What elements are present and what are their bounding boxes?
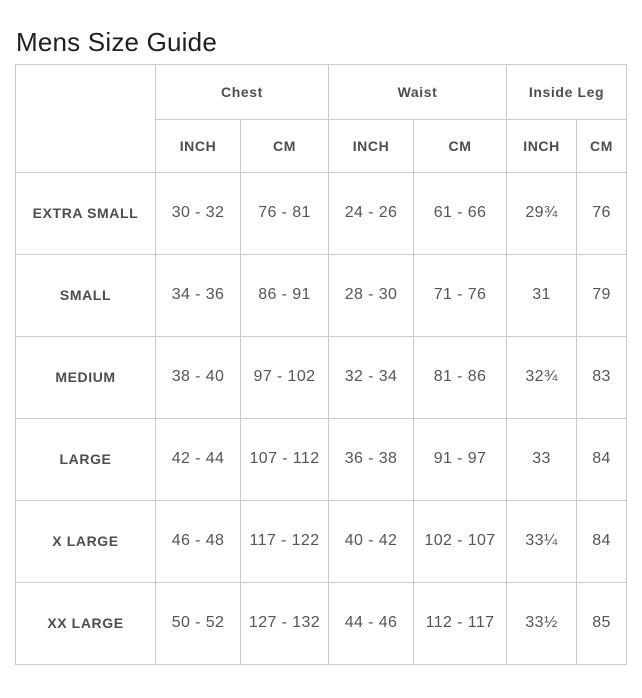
waist-cm-value: 102 - 107 — [412, 499, 508, 583]
unit-header-waist-inch: INCH — [328, 118, 414, 173]
chest-inch-value: 42 - 44 — [155, 417, 241, 501]
corner-cell — [15, 63, 156, 173]
inside-leg-cm-value: 85 — [576, 581, 628, 665]
table-row-extra-small: EXTRA SMALL 30 - 32 76 - 81 24 - 26 61 -… — [15, 171, 628, 255]
unit-header-inside-leg-cm: CM — [576, 118, 628, 173]
waist-cm-value: 81 - 86 — [412, 335, 508, 419]
waist-inch-value: 40 - 42 — [328, 499, 414, 583]
table-row-large: LARGE 42 - 44 107 - 112 36 - 38 91 - 97 … — [15, 417, 628, 501]
inside-leg-cm-value: 79 — [576, 253, 628, 337]
chest-inch-value: 34 - 36 — [155, 253, 241, 337]
chest-cm-value: 117 - 122 — [240, 499, 329, 583]
waist-inch-value: 44 - 46 — [328, 581, 414, 665]
inside-leg-inch-value: 33¼ — [506, 499, 578, 583]
size-label: EXTRA SMALL — [15, 171, 156, 255]
column-group-chest: Chest — [155, 63, 329, 120]
waist-inch-value: 24 - 26 — [328, 171, 414, 255]
inside-leg-inch-value: 29¾ — [506, 171, 578, 255]
waist-cm-value: 112 - 117 — [412, 581, 508, 665]
inside-leg-inch-value: 33 — [506, 417, 578, 501]
unit-header-chest-cm: CM — [240, 118, 329, 173]
table-group-header-row: Chest Waist Inside Leg — [15, 63, 628, 173]
chest-inch-value: 30 - 32 — [155, 171, 241, 255]
inside-leg-inch-value: 32¾ — [506, 335, 578, 419]
chest-cm-value: 86 - 91 — [240, 253, 329, 337]
unit-header-chest-inch: INCH — [155, 118, 241, 173]
table-row-xx-large: XX LARGE 50 - 52 127 - 132 44 - 46 112 -… — [15, 581, 628, 665]
chest-cm-value: 97 - 102 — [240, 335, 329, 419]
table-row-x-large: X LARGE 46 - 48 117 - 122 40 - 42 102 - … — [15, 499, 628, 583]
unit-header-inside-leg-inch: INCH — [506, 118, 578, 173]
size-label: X LARGE — [15, 499, 156, 583]
page-title: Mens Size Guide — [16, 27, 217, 57]
waist-inch-value: 28 - 30 — [328, 253, 414, 337]
size-label: XX LARGE — [15, 581, 156, 665]
waist-cm-value: 71 - 76 — [412, 253, 508, 337]
table-unit-header-row: INCH CM INCH CM INCH CM — [16, 118, 628, 173]
waist-cm-value: 61 - 66 — [412, 171, 508, 255]
inside-leg-cm-value: 84 — [576, 499, 628, 583]
waist-inch-value: 32 - 34 — [328, 335, 414, 419]
inside-leg-inch-value: 31 — [506, 253, 578, 337]
waist-cm-value: 91 - 97 — [412, 417, 508, 501]
table-row-small: SMALL 34 - 36 86 - 91 28 - 30 71 - 76 31… — [15, 253, 628, 337]
size-label: SMALL — [15, 253, 156, 337]
chest-inch-value: 50 - 52 — [155, 581, 241, 665]
inside-leg-cm-value: 84 — [576, 417, 628, 501]
inside-leg-cm-value: 76 — [576, 171, 628, 255]
inside-leg-cm-value: 83 — [576, 335, 628, 419]
column-group-inside-leg: Inside Leg — [506, 63, 628, 120]
column-group-waist: Waist — [327, 63, 508, 120]
chest-inch-value: 38 - 40 — [155, 335, 241, 419]
unit-header-waist-cm: CM — [412, 118, 508, 173]
chest-cm-value: 127 - 132 — [240, 581, 329, 665]
inside-leg-inch-value: 33½ — [506, 581, 578, 665]
size-guide-table: Chest Waist Inside Leg INCH CM INCH CM I… — [15, 63, 628, 665]
chest-cm-value: 76 - 81 — [240, 171, 329, 255]
chest-inch-value: 46 - 48 — [155, 499, 241, 583]
waist-inch-value: 36 - 38 — [328, 417, 414, 501]
size-label: MEDIUM — [15, 335, 156, 419]
table-row-medium: MEDIUM 38 - 40 97 - 102 32 - 34 81 - 86 … — [15, 335, 628, 419]
size-label: LARGE — [15, 417, 156, 501]
chest-cm-value: 107 - 112 — [240, 417, 329, 501]
